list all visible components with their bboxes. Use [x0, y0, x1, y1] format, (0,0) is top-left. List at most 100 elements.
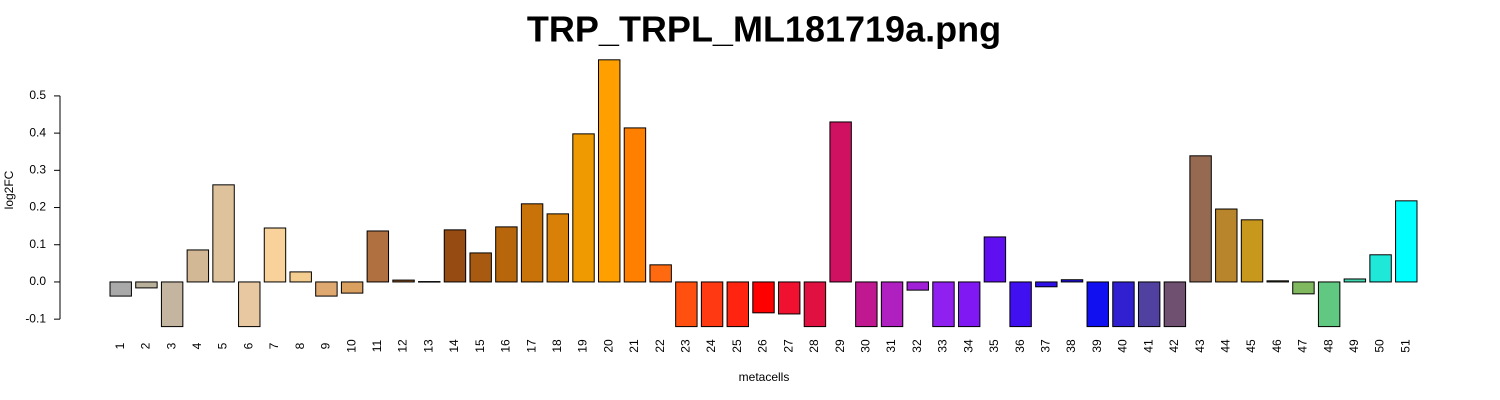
x-tick-label: 12 [396, 339, 410, 353]
x-tick-label: 48 [1321, 339, 1335, 353]
x-tick-label: 5 [216, 342, 230, 349]
x-tick-label: 32 [910, 339, 924, 353]
x-tick-label: 21 [627, 339, 641, 353]
x-tick-label: 8 [293, 342, 307, 349]
bar [777, 281, 801, 315]
x-tick-label: 3 [164, 342, 178, 349]
bar [700, 281, 724, 328]
bar [855, 281, 878, 328]
bar [186, 249, 210, 283]
x-tick-label: 28 [807, 339, 821, 353]
x-tick-label: 29 [833, 339, 847, 353]
bar [392, 279, 415, 283]
bar [1060, 279, 1084, 283]
bar [880, 281, 904, 328]
x-tick-label: 11 [370, 339, 384, 352]
x-tick-label: 45 [1244, 339, 1258, 353]
bar [418, 281, 441, 283]
bar [546, 213, 570, 283]
x-tick-label: 44 [1218, 339, 1232, 353]
x-tick-label: 38 [1064, 339, 1078, 353]
x-tick-label: 6 [241, 342, 255, 349]
bar [649, 264, 672, 283]
x-tick-label: 25 [730, 339, 744, 353]
y-tick-label: 0.3 [29, 162, 46, 176]
x-tick-label: 18 [550, 339, 564, 353]
x-tick-label: 43 [1193, 339, 1207, 353]
x-axis-title: metacells [739, 370, 790, 384]
bar [1189, 155, 1212, 283]
bar [1292, 281, 1315, 295]
x-tick-label: 34 [961, 339, 975, 353]
x-tick-label: 39 [1090, 339, 1104, 353]
y-tick-label: 0.1 [29, 237, 46, 251]
x-tick-label: 19 [576, 339, 590, 353]
bar [340, 281, 364, 294]
bar [135, 281, 158, 289]
bar [263, 227, 287, 283]
bar [957, 281, 981, 328]
bar [469, 252, 492, 283]
bar [1343, 278, 1367, 283]
x-tick-label: 15 [473, 339, 487, 353]
y-tick-label: -0.1 [25, 311, 46, 325]
bar [1086, 281, 1109, 328]
bar [598, 59, 621, 283]
x-tick-label: 7 [267, 342, 281, 349]
x-tick-label: 49 [1347, 339, 1361, 353]
bar [623, 127, 647, 283]
bar [906, 281, 929, 291]
bar [675, 281, 698, 328]
bar [1395, 200, 1418, 283]
bar [932, 281, 955, 328]
x-tick-label: 36 [1013, 339, 1027, 353]
bar [803, 281, 827, 328]
x-tick-label: 30 [859, 339, 873, 353]
bar [752, 281, 775, 314]
bar [109, 281, 132, 297]
bar [315, 281, 338, 297]
x-tick-label: 17 [524, 339, 538, 353]
x-tick-label: 26 [756, 339, 770, 353]
bar [443, 229, 467, 283]
bar [1215, 208, 1238, 283]
bar [726, 281, 750, 328]
x-tick-label: 22 [653, 339, 667, 353]
x-tick-label: 23 [679, 339, 693, 353]
x-tick-label: 14 [447, 339, 461, 353]
bar [1112, 281, 1135, 328]
bar [238, 281, 261, 328]
x-tick-label: 16 [499, 339, 513, 353]
bar [829, 121, 852, 283]
bar [212, 184, 235, 283]
x-tick-label: 4 [190, 342, 204, 349]
x-tick-label: 24 [704, 339, 718, 353]
x-tick-label: 1 [113, 342, 127, 349]
bar [1137, 281, 1161, 328]
x-tick-label: 42 [1167, 339, 1181, 353]
x-tick-label: 46 [1270, 339, 1284, 353]
x-tick-label: 31 [884, 339, 898, 353]
x-tick-label: 35 [987, 339, 1001, 353]
x-tick-label: 10 [344, 339, 358, 353]
x-tick-label: 50 [1373, 339, 1387, 353]
bar [1009, 281, 1032, 328]
y-tick-label: 0.0 [29, 274, 46, 288]
y-tick-label: 0.4 [29, 125, 46, 139]
x-tick-label: 13 [421, 339, 435, 353]
x-tick-label: 37 [1038, 339, 1052, 353]
x-tick-label: 40 [1116, 339, 1130, 353]
y-axis-title: log2FC [2, 170, 16, 209]
bar [1240, 219, 1264, 283]
y-tick-label: 0.5 [29, 88, 46, 102]
x-tick-label: 33 [936, 339, 950, 353]
x-tick-label: 9 [319, 342, 333, 349]
x-tick-label: 47 [1296, 339, 1310, 353]
bar [1317, 281, 1341, 328]
chart-title: TRP_TRPL_ML181719a.png [527, 9, 1001, 50]
bar [1035, 281, 1058, 288]
bar [572, 133, 595, 283]
bar [983, 236, 1007, 283]
x-tick-label: 51 [1398, 339, 1412, 353]
